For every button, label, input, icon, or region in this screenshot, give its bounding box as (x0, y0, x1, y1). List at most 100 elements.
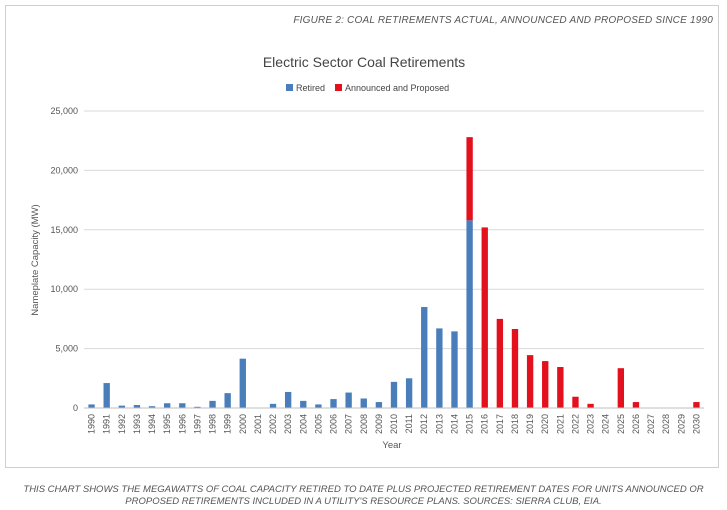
bar-retired (118, 405, 125, 408)
x-tick-label: 1998 (208, 414, 218, 434)
bar-retired (360, 398, 367, 408)
bar-retired (315, 404, 322, 408)
x-tick-label: 2030 (691, 414, 701, 434)
bar-retired (345, 392, 352, 408)
x-tick-label: 2011 (404, 414, 414, 433)
bar-announced-proposed (526, 355, 534, 408)
x-tick-label: 2022 (570, 414, 580, 434)
bar-retired (269, 403, 277, 408)
bar-retired (466, 220, 473, 408)
x-tick-label: 1995 (162, 414, 172, 434)
bar-retired (239, 358, 246, 408)
x-tick-label: 1997 (192, 414, 202, 434)
x-tick-label: 2027 (646, 414, 656, 434)
x-tick-label: 2021 (555, 414, 565, 434)
x-tick-label: 2000 (238, 414, 248, 434)
bar-announced-proposed (617, 368, 625, 408)
y-tick-label: 15,000 (50, 225, 78, 235)
x-tick-label: 2014 (449, 414, 459, 434)
x-tick-label: 2023 (586, 414, 596, 434)
bar-retired (224, 393, 231, 408)
bar-announced-proposed (466, 137, 473, 221)
x-tick-label: 2025 (616, 414, 626, 434)
x-tick-label: 2003 (283, 414, 293, 434)
x-tick-label: 1990 (87, 414, 97, 434)
bars (88, 137, 700, 408)
y-tick-label: 5,000 (55, 344, 78, 354)
x-tick-labels: 1990 1991 1992 1993 1994 1995 1996 1997 1998 1999… (87, 414, 702, 434)
x-axis-label: Year (382, 440, 401, 451)
x-tick-label: 1999 (223, 414, 233, 434)
bar-retired (103, 383, 110, 408)
bar-retired (405, 378, 413, 408)
x-tick-label: 1993 (132, 414, 142, 434)
y-tick-label: 25,000 (50, 106, 78, 116)
bar-retired (284, 391, 292, 408)
bar-announced-proposed (496, 318, 504, 408)
bar-retired (88, 404, 95, 408)
x-tick-label: 2013 (434, 414, 444, 434)
x-tick-label: 2026 (631, 414, 641, 434)
x-tick-label: 2024 (601, 414, 611, 434)
bar-retired (421, 307, 428, 408)
bar-retired (148, 406, 156, 408)
x-tick-label: 2029 (676, 414, 686, 434)
x-tick-label: 1994 (147, 414, 157, 434)
coal-retirements-chart: Electric Sector Coal Retirements Retired… (30, 54, 704, 451)
legend-swatch-retired (286, 84, 293, 91)
x-tick-label: 2010 (389, 414, 399, 434)
legend-swatch-announced (335, 84, 342, 91)
bar-retired (390, 381, 398, 408)
bar-retired (179, 403, 186, 408)
x-tick-label: 2007 (344, 414, 354, 434)
x-tick-label: 2002 (268, 414, 278, 434)
x-tick-label: 2009 (374, 414, 384, 434)
figure-frame (5, 5, 719, 468)
figure-label: FIGURE 2: COAL RETIREMENTS ACTUAL, ANNOU… (293, 15, 713, 26)
bar-retired (375, 402, 383, 408)
bar-retired (451, 331, 458, 408)
bar-announced-proposed (481, 227, 488, 408)
x-tick-label: 1996 (177, 414, 187, 434)
x-tick-label: 2001 (253, 414, 263, 434)
bar-retired (330, 399, 337, 408)
legend-label-retired: Retired (296, 83, 325, 93)
bar-retired (300, 400, 307, 408)
y-tick-label: 20,000 (50, 165, 78, 175)
bar-announced-proposed (632, 402, 640, 408)
x-tick-label: 2015 (465, 414, 475, 434)
x-tick-label: 2016 (480, 414, 490, 434)
y-axis-label: Nameplate Capacity (MW) (30, 204, 41, 315)
chart-caption: THIS CHART SHOWS THE MEGAWATTS OF COAL C… (23, 484, 704, 507)
y-tick-label: 10,000 (50, 284, 78, 294)
bar-retired (194, 406, 201, 408)
x-tick-label: 2017 (495, 414, 505, 434)
x-tick-label: 2020 (540, 414, 550, 434)
gridlines (84, 110, 704, 350)
bar-announced-proposed (587, 403, 594, 408)
bar-retired (163, 403, 171, 408)
bar-retired (133, 405, 141, 408)
x-tick-label: 2019 (525, 414, 535, 434)
x-tick-label: 2008 (359, 414, 369, 434)
y-tick-label: 0 (73, 403, 78, 413)
chart-title: Electric Sector Coal Retirements (263, 54, 465, 70)
x-tick-label: 2018 (510, 414, 520, 434)
x-tick-label: 2012 (419, 414, 429, 434)
legend-label-announced: Announced and Proposed (345, 83, 449, 93)
bar-announced-proposed (572, 396, 579, 408)
y-tick-labels: 0 5,000 10,000 15,000 20,000 25,000 (50, 106, 78, 413)
bar-retired (209, 400, 216, 408)
x-tick-label: 1991 (102, 414, 112, 434)
bar-announced-proposed (557, 367, 564, 408)
x-tick-label: 2004 (298, 414, 308, 434)
legend: Retired Announced and Proposed (286, 83, 449, 93)
x-tick-label: 2006 (329, 414, 339, 434)
x-tick-label: 2028 (661, 414, 671, 434)
x-tick-label: 1992 (117, 414, 127, 434)
x-tick-label: 2005 (313, 414, 323, 434)
bar-announced-proposed (511, 328, 519, 408)
bar-announced-proposed (693, 402, 700, 408)
bar-retired (436, 328, 443, 408)
bar-announced-proposed (542, 361, 549, 408)
